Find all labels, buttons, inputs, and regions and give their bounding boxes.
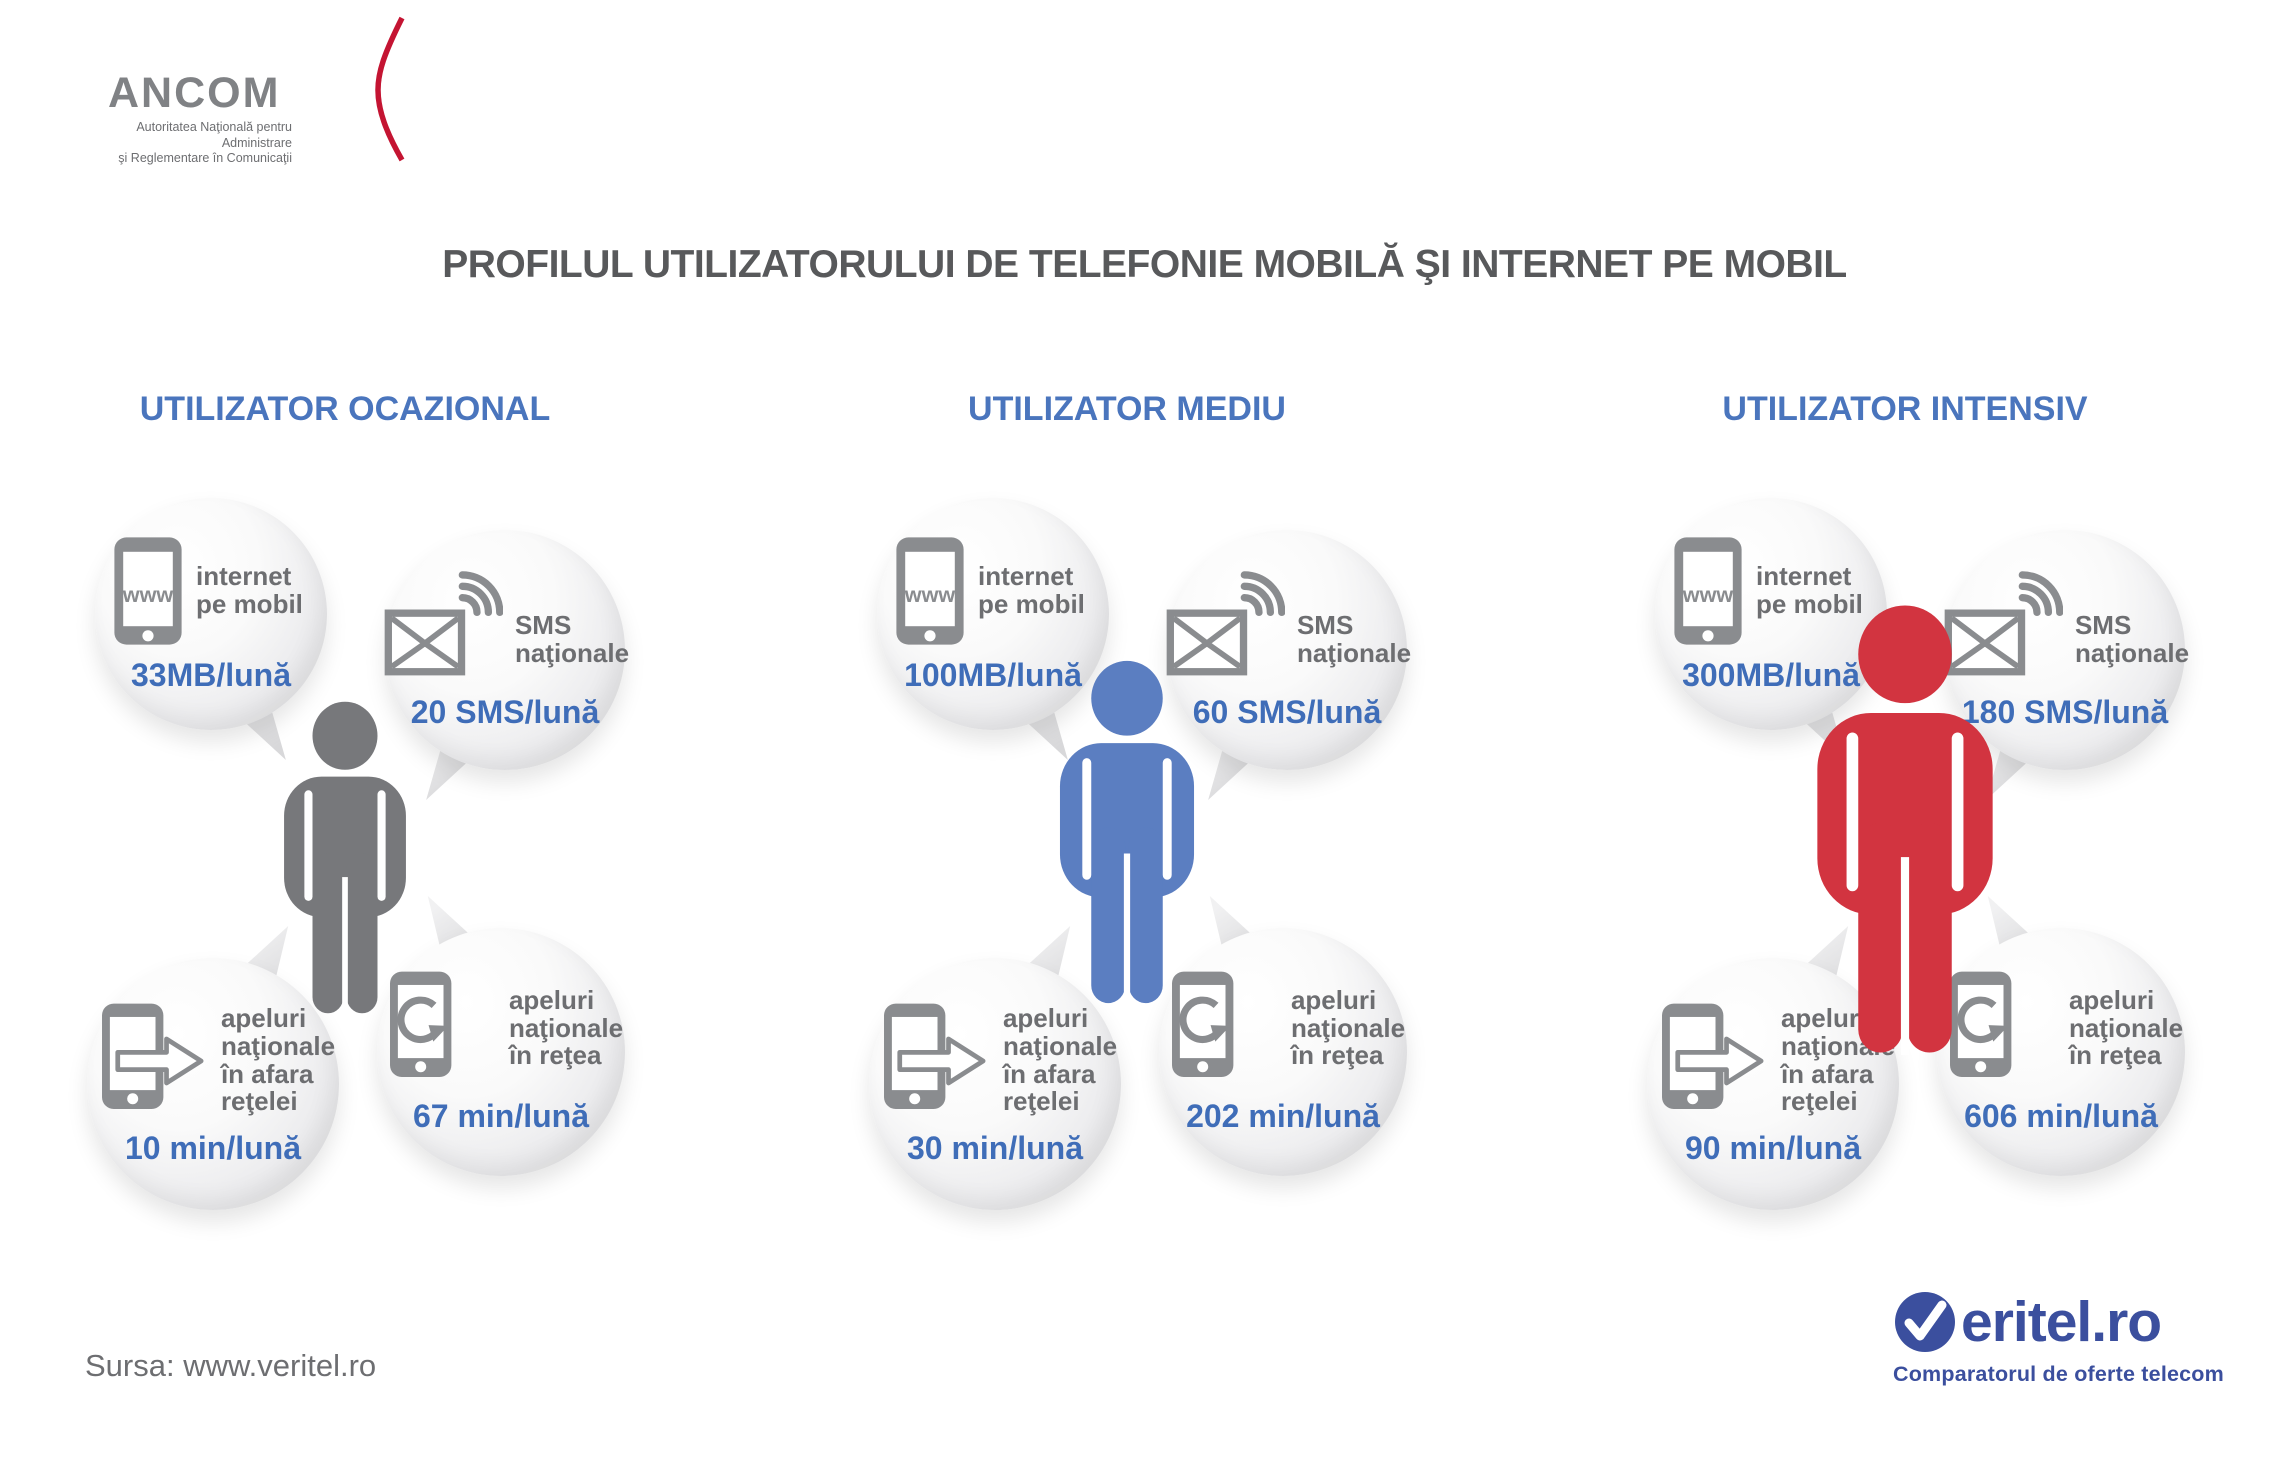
bubble-value: 300MB/lună [1682,656,1860,693]
veritel-brand-text: eritel.ro [1961,1289,2162,1354]
column-intensive: UTILIZATOR INTENSIV internet pe mobil 30… [1585,390,2225,1350]
phone-outgoing-arrow-icon [873,1002,991,1120]
person-silhouette-intensive [1812,603,1999,1055]
bubble-label: SMS naţionale [514,609,630,668]
cluster-occasional: internet pe mobil 33MB/lună SMS naţional… [25,490,665,1310]
phone-outgoing-arrow-icon [91,1002,209,1120]
smartphone-www-icon [112,535,184,647]
cluster-medium: internet pe mobil 100MB/lună SMS naţiona… [807,490,1447,1310]
sms-bubble: SMS naţionale 60 SMS/lună [1167,530,1411,800]
bubble-label: apeluri naţionale în reţea [1290,984,1406,1071]
bubble-label: apeluri naţionale în afara reţelei [220,1002,336,1117]
bubble-label: apeluri naţionale în reţea [2068,984,2184,1071]
ancom-tagline-line2: şi Reglementare în Comunicaţii [118,151,292,166]
bubble-label: SMS naţionale [2074,609,2190,668]
sms-bubble: SMS naţionale 180 SMS/lună [1945,530,2189,800]
bubble-value: 20 SMS/lună [410,693,600,730]
ancom-red-arc-icon [375,16,405,162]
calls-offnet-bubble: apeluri naţionale în afara reţelei 90 mi… [1647,926,1899,1210]
bubble-label: internet pe mobil [978,560,1085,619]
smartphone-www-icon [1672,535,1744,647]
smartphone-www-icon [894,535,966,647]
bubble-label: apeluri naţionale în reţea [508,984,624,1071]
veritel-logo: eritel.ro Comparatorul de oferte telecom [1893,1290,2243,1387]
person-silhouette-medium [1056,659,1199,1005]
calls-onnet-bubble: apeluri naţionale în reţea 67 min/lună [377,896,625,1176]
calls-offnet-bubble: apeluri naţionale în afara reţelei 10 mi… [87,926,339,1210]
bubble-value: 60 SMS/lună [1192,693,1382,730]
bubble-value: 10 min/lună [124,1129,302,1166]
bubble-value: 202 min/lună [1186,1097,1380,1134]
bubble-value: 30 min/lună [906,1129,1084,1166]
column-header-medium: UTILIZATOR MEDIU [968,390,1286,428]
column-medium: UTILIZATOR MEDIU internet pe mobil 100MB… [807,390,1447,1350]
bubble-value: 90 min/lună [1684,1129,1862,1166]
ancom-logo-text: ANCOM [108,69,281,117]
bubble-label: apeluri naţionale în afara reţelei [1002,1002,1118,1117]
bubble-value: 180 SMS/lună [1961,693,2169,730]
veritel-check-icon [1895,1292,1955,1352]
bubble-value: 606 min/lună [1964,1097,2158,1134]
source-note: Sursa: www.veritel.ro [85,1348,377,1383]
column-header-occasional: UTILIZATOR OCAZIONAL [139,390,551,428]
phone-outgoing-arrow-icon [1651,1002,1769,1120]
ancom-tagline: Autoritatea Naţională pentru Administrar… [80,120,292,167]
calls-onnet-bubble: apeluri naţionale în reţea 202 min/lună [1159,896,1407,1176]
bubble-label: internet pe mobil [196,560,303,619]
ancom-logo: ANCOM Autoritatea Naţională pentru Admin… [80,16,405,167]
column-header-intensive: UTILIZATOR INTENSIV [1722,390,2088,428]
bubble-value: 100MB/lună [904,656,1082,693]
sms-bubble: SMS naţionale 20 SMS/lună [385,530,629,800]
bubble-label: internet pe mobil [1756,560,1863,619]
column-occasional: UTILIZATOR OCAZIONAL internet pe mobil 3… [25,390,665,1350]
internet-bubble: internet pe mobil 33MB/lună [95,498,327,760]
bubble-value: 67 min/lună [412,1097,590,1134]
envelope-signal-icon [381,570,503,684]
bubble-value: 33MB/lună [130,656,292,693]
calls-onnet-bubble: apeluri naţionale în reţea 606 min/lună [1937,896,2185,1176]
veritel-tagline: Comparatorul de oferte telecom [1893,1362,2224,1386]
ancom-tagline-line1: Autoritatea Naţională pentru Administrar… [136,120,292,150]
cluster-intensive: internet pe mobil 300MB/lună SMS naţiona… [1585,490,2225,1310]
internet-bubble: internet pe mobil 300MB/lună [1655,498,1887,760]
bubble-label: SMS naţionale [1296,609,1412,668]
person-silhouette-occasional [280,700,410,1015]
page-title: PROFILUL UTILIZATORULUI DE TELEFONIE MOB… [442,243,1847,286]
